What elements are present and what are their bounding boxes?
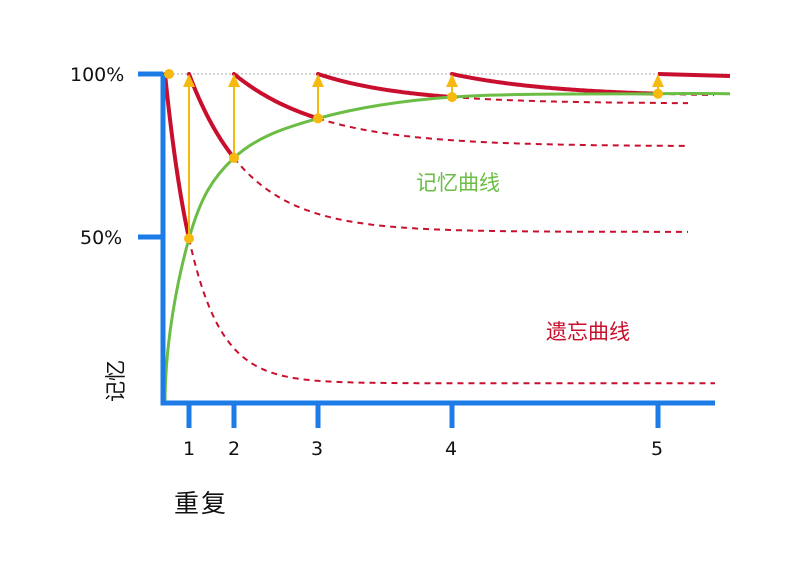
x-tick-4: 4 bbox=[445, 438, 458, 460]
forgetting-curve-label: 遗忘曲线 bbox=[546, 320, 630, 344]
review-arrowhead-2 bbox=[228, 74, 240, 87]
review-point-1 bbox=[184, 233, 194, 244]
y-axis-label: 记忆 bbox=[104, 360, 128, 402]
forgetting-curve-5 bbox=[450, 72, 660, 96]
x-tick-5: 5 bbox=[651, 438, 664, 460]
y-tick-100: 100% bbox=[70, 64, 125, 86]
forgetting-curve-6 bbox=[657, 72, 731, 78]
start-point bbox=[164, 69, 174, 79]
x-tick-3: 3 bbox=[311, 438, 324, 460]
review-arrowhead-3 bbox=[312, 74, 324, 87]
forgetting-curve-dashed-1 bbox=[188, 238, 715, 385]
forgetting-curve-dashed-4 bbox=[451, 96, 688, 105]
review-arrowhead-1 bbox=[183, 74, 195, 87]
forgetting-curve-dashed-2 bbox=[233, 157, 688, 233]
x-tick-2: 2 bbox=[228, 438, 241, 460]
x-tick-1: 1 bbox=[183, 438, 196, 460]
review-point-2 bbox=[229, 152, 239, 163]
review-point-3 bbox=[313, 113, 323, 124]
forgetting-curve-dashed-3 bbox=[317, 117, 689, 147]
forgetting-curve-2 bbox=[187, 72, 236, 160]
review-arrowhead-4 bbox=[446, 74, 458, 87]
forgetting-curve-3 bbox=[232, 72, 320, 121]
review-point-5 bbox=[653, 88, 663, 99]
forgetting-curve-1 bbox=[163, 72, 191, 241]
review-point-4 bbox=[447, 92, 457, 103]
axes bbox=[160, 74, 715, 406]
memory-curve bbox=[163, 91, 731, 404]
memory-curve-label: 记忆曲线 bbox=[416, 171, 500, 195]
y-tick-50: 50% bbox=[80, 227, 123, 249]
review-arrowhead-5 bbox=[652, 74, 664, 87]
x-axis-label: 重复 bbox=[174, 489, 229, 518]
forgetting-curve-4 bbox=[316, 72, 454, 99]
